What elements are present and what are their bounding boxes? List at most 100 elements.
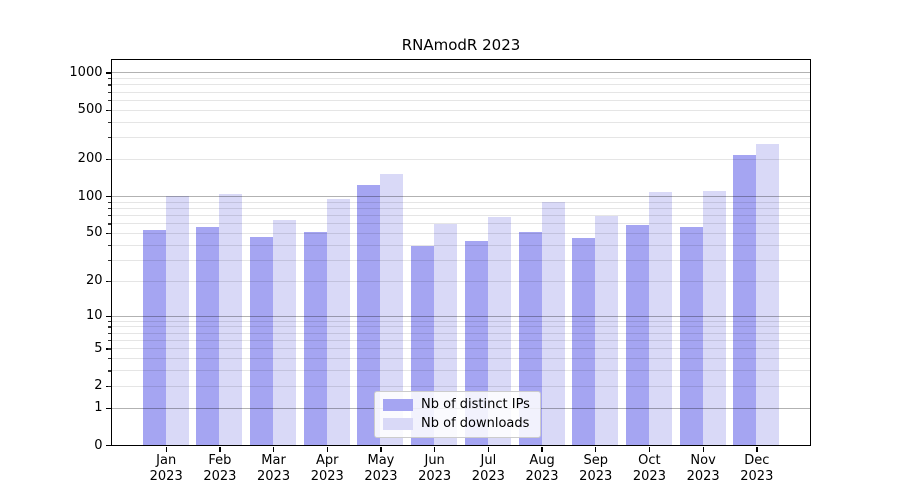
- y-minor-tick-mark: [108, 137, 111, 139]
- y-minor-tick-mark: [108, 326, 111, 328]
- bar-nb-of-distinct-ips-oct: [625, 225, 649, 445]
- y-minor-tick-mark: [108, 223, 111, 225]
- x-tick-mark: [702, 447, 704, 452]
- x-tick-label-feb: Feb 2023: [188, 453, 252, 486]
- y-tick-label: 10: [85, 308, 103, 324]
- gridline-minor: [112, 244, 810, 246]
- y-minor-tick-mark: [108, 280, 111, 283]
- y-tick-label: 50: [85, 225, 103, 241]
- gridline-minor: [112, 99, 810, 101]
- gridline-minor: [112, 223, 810, 225]
- y-minor-tick-mark: [108, 385, 111, 388]
- x-tick-year: 2023: [418, 469, 452, 484]
- bar-nb-of-downloads-may: [380, 174, 404, 445]
- x-tick-label-nov: Nov 2023: [671, 453, 735, 486]
- gridline-minor: [112, 84, 810, 86]
- x-tick-mark: [541, 447, 543, 452]
- gridline-minor: [112, 358, 810, 360]
- y-tick-label: 2: [94, 378, 103, 394]
- gridline-minor: [112, 326, 810, 328]
- y-tick-mark: [106, 196, 111, 198]
- bar-nb-of-downloads-sep: [595, 215, 619, 445]
- x-tick-month: Aug: [529, 452, 555, 468]
- x-tick-mark: [380, 447, 382, 452]
- legend-row: Nb of distinct IPs: [383, 397, 530, 412]
- x-tick-label-sep: Sep 2023: [564, 453, 628, 486]
- y-minor-tick-mark: [108, 99, 111, 102]
- y-minor-tick-mark: [108, 244, 111, 246]
- bar-nb-of-downloads-dec: [756, 143, 780, 445]
- bar-nb-of-downloads-mar: [273, 219, 297, 445]
- x-tick-mark: [219, 447, 221, 452]
- gridline-minor: [112, 78, 810, 80]
- gridline-minor: [112, 201, 810, 203]
- gridline-minor: [112, 158, 810, 160]
- x-tick-year: 2023: [149, 469, 183, 484]
- gridline-minor: [112, 215, 810, 217]
- gridline-minor: [112, 320, 810, 322]
- bar-nb-of-distinct-ips-may: [357, 184, 381, 445]
- y-tick-mark: [106, 407, 111, 409]
- y-tick-label: 500: [77, 102, 103, 118]
- gridline-minor: [112, 332, 810, 334]
- legend-swatch: [383, 417, 413, 430]
- bar-nb-of-downloads-nov: [702, 190, 726, 445]
- x-tick-mark: [326, 447, 328, 452]
- gridline-minor: [112, 340, 810, 342]
- y-minor-tick-mark: [108, 370, 111, 372]
- bar-nb-of-distinct-ips-nov: [679, 226, 703, 445]
- y-minor-tick-mark: [108, 201, 111, 203]
- legend-row: Nb of downloads: [383, 416, 530, 431]
- x-tick-mark: [756, 447, 758, 452]
- gridline-minor: [112, 259, 810, 261]
- x-tick-year: 2023: [257, 469, 291, 484]
- bar-nb-of-distinct-ips-jan: [142, 229, 166, 445]
- y-minor-tick-mark: [108, 215, 111, 217]
- x-tick-year: 2023: [740, 469, 774, 484]
- x-tick-mark: [648, 447, 651, 452]
- y-minor-tick-mark: [108, 158, 111, 161]
- y-tick-label: 1000: [69, 64, 103, 80]
- bar-nb-of-downloads-aug: [541, 202, 565, 445]
- x-tick-label-oct: Oct 2023: [617, 453, 681, 486]
- y-minor-tick-mark: [108, 121, 111, 123]
- x-tick-label-mar: Mar 2023: [242, 453, 306, 486]
- x-tick-label-may: May 2023: [349, 453, 413, 486]
- y-minor-tick-mark: [108, 320, 111, 323]
- x-tick-year: 2023: [525, 469, 559, 484]
- y-tick-label: 5: [94, 340, 103, 356]
- x-tick-label-aug: Aug 2023: [510, 453, 574, 486]
- y-minor-tick-mark: [108, 78, 111, 80]
- x-tick-month: Nov: [690, 452, 716, 468]
- gridline-minor: [112, 348, 810, 350]
- x-tick-year: 2023: [364, 469, 398, 484]
- y-minor-tick-mark: [108, 259, 111, 262]
- y-tick-mark: [106, 445, 111, 447]
- gridline-minor: [112, 232, 810, 234]
- x-tick-month: Mar: [261, 452, 286, 468]
- y-tick-label: 20: [85, 273, 103, 289]
- y-tick-label: 200: [77, 151, 103, 167]
- legend-label: Nb of distinct IPs: [421, 397, 530, 412]
- gridline-minor: [112, 370, 810, 372]
- x-tick-month: Oct: [638, 452, 661, 468]
- y-tick-mark: [106, 72, 111, 74]
- gridline-minor: [112, 109, 810, 111]
- x-tick-mark: [165, 447, 167, 452]
- y-minor-tick-mark: [108, 84, 111, 86]
- y-tick-label: 100: [77, 188, 103, 204]
- x-tick-year: 2023: [471, 469, 505, 484]
- x-tick-month: Jun: [424, 452, 445, 468]
- x-tick-year: 2023: [632, 469, 666, 484]
- chart-title: RNAmodR 2023: [401, 36, 521, 54]
- legend: Nb of distinct IPs Nb of downloads: [374, 391, 541, 438]
- y-tick-mark: [106, 315, 111, 317]
- x-tick-label-apr: Apr 2023: [295, 453, 359, 486]
- bar-nb-of-distinct-ips-sep: [572, 238, 596, 445]
- x-tick-mark: [487, 447, 490, 452]
- gridline-minor: [112, 137, 810, 139]
- y-minor-tick-mark: [108, 340, 111, 342]
- bar-nb-of-downloads-apr: [326, 199, 350, 445]
- y-tick-label: 0: [94, 437, 103, 453]
